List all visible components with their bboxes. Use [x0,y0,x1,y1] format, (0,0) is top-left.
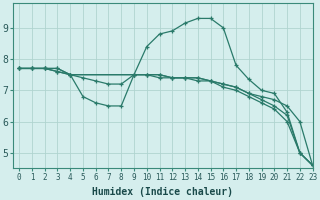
X-axis label: Humidex (Indice chaleur): Humidex (Indice chaleur) [92,187,233,197]
